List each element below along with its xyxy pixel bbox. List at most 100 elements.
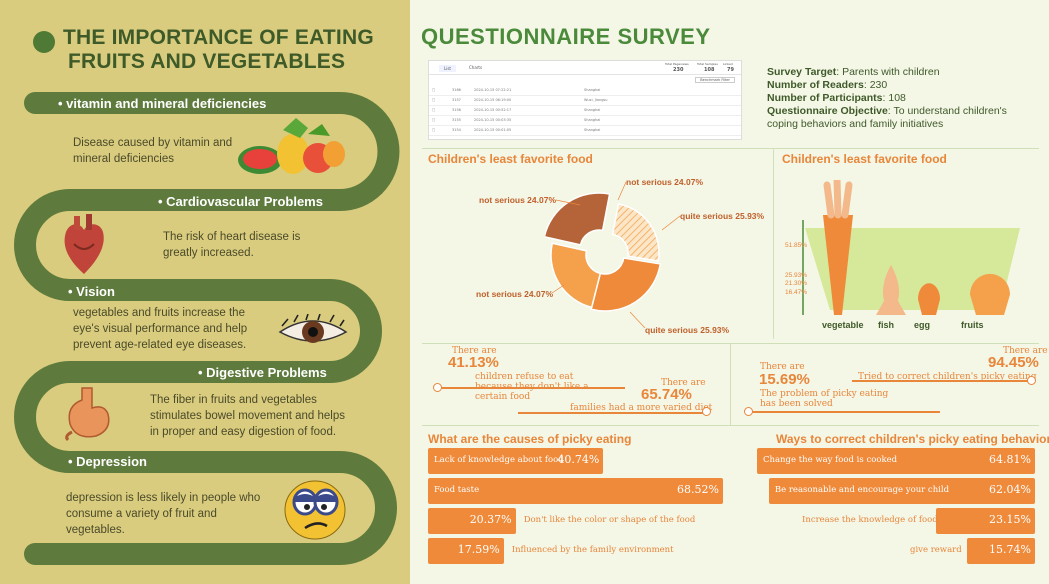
stat2-pct-1: 15.69% — [759, 371, 810, 388]
bar — [967, 538, 1035, 564]
stat2-pct-2: 94.45% — [988, 354, 1039, 371]
screenshot-filter-button[interactable]: Benchmark Filter — [695, 77, 735, 83]
screenshot-tab-list[interactable]: List — [439, 65, 456, 72]
table-cell: □ — [429, 125, 449, 136]
table-cell: Wuxi, Jiangsu — [581, 95, 741, 106]
section-heading-depression: • Depression — [68, 454, 147, 469]
section-text-depression: depression is less likely in people who … — [66, 492, 261, 536]
section-heading-cardiovascular: • Cardiovascular Problems — [158, 194, 323, 209]
survey-participants-value: : 108 — [882, 92, 906, 104]
veg-tick-4: 16.47% — [785, 289, 808, 296]
veg-bar-chart — [802, 180, 1020, 315]
screenshot-stat3-value: 79 — [727, 67, 734, 73]
bar-value-label: 20.37% — [469, 513, 512, 526]
stat1-line-1 — [435, 387, 625, 389]
table-cell: 2024-10-15 00:03:35 — [471, 115, 581, 126]
table-cell: Shanghai — [581, 125, 741, 136]
table-row[interactable]: □ 3166 2024-10-15 07:22:21 Shanghai — [429, 85, 741, 96]
stat1-pct-2: 65.74% — [641, 386, 692, 403]
veg-cat-vegetable: vegetable — [822, 320, 864, 330]
stomach-icon — [65, 387, 110, 442]
veg-leaf — [823, 181, 835, 219]
ways-title: Ways to correct children's picky eating … — [776, 432, 1049, 446]
bar-value-label: 23.15% — [989, 513, 1031, 526]
veg-cat-fish: fish — [878, 320, 895, 330]
pie-label-top-right: not serious 24.07% — [626, 177, 704, 187]
table-cell: 2024-10-15 07:22:21 — [471, 85, 581, 96]
bar — [428, 538, 504, 564]
bar-value-label: 15.74% — [989, 543, 1031, 556]
section-heading-vitamin: • vitamin and mineral deficiencies — [58, 96, 267, 111]
stat1-dot-2 — [702, 407, 711, 416]
stat2-there-are-2: There are — [1003, 346, 1048, 356]
veg-tick-2: 25.93% — [785, 272, 808, 279]
table-row[interactable]: □ 3157 2024-10-15 06:19:00 Wuxi, Jiangsu — [429, 95, 741, 106]
pie-slice — [611, 203, 660, 262]
table-cell: Shanghai — [581, 85, 741, 96]
divider-top — [422, 148, 1039, 149]
stat1-there-are-2: There are — [661, 378, 706, 388]
bar-category-label: Be reasonable and encourage your child — [774, 485, 950, 495]
divider-vertical-top — [773, 149, 774, 339]
bar-value-label: 40.74% — [557, 453, 600, 466]
pie-slice — [545, 192, 611, 246]
bar — [428, 478, 723, 504]
survey-participants-label: Number of Participants — [767, 92, 883, 104]
table-row[interactable]: □ 3156 2024-10-15 00:52:17 Shanghai — [429, 105, 741, 116]
stat1-there-are-1: There are — [452, 346, 497, 356]
screenshot-stat2-label: Total Samples — [697, 62, 718, 66]
bar-category-label: give reward — [910, 545, 962, 555]
right-panel: QUESTIONNAIRE SURVEY List Charts Total P… — [410, 0, 1049, 584]
pie-leader-lines — [551, 181, 681, 329]
divider-bottom — [422, 425, 1039, 426]
veg-cat-egg: egg — [914, 320, 931, 330]
survey-target-value: : Parents with children — [836, 66, 940, 78]
screenshot-tab-charts[interactable]: Charts — [469, 65, 483, 70]
screenshot-stat1-label: Total Pageviews — [665, 62, 689, 66]
fruits-icon — [238, 118, 345, 174]
bar — [935, 508, 1035, 534]
bar-category-label: Influenced by the family environment — [511, 545, 674, 555]
bar-value-label: 68.52% — [677, 483, 719, 496]
stat1-pct-1: 41.13% — [448, 354, 499, 371]
table-cell: 3156 — [449, 105, 471, 116]
table-cell: Shanghai — [581, 105, 741, 116]
eye-icon — [278, 314, 348, 343]
survey-title: QUESTIONNAIRE SURVEY — [421, 24, 711, 49]
table-cell: □ — [429, 105, 449, 116]
screenshot-stat2-value: 108 — [704, 67, 715, 73]
survey-screenshot: List Charts Total Pageviews 230 Total Sa… — [428, 60, 742, 140]
survey-objective-label: Questionnaire Objective — [767, 105, 888, 117]
title-bullet-icon — [33, 31, 55, 53]
stat1-dot-1 — [433, 383, 442, 392]
table-cell: 3155 — [449, 115, 471, 126]
pie-chart — [545, 192, 662, 312]
table-cell: 3157 — [449, 95, 471, 106]
screenshot-table: □ 3166 2024-10-15 07:22:21 Shanghai □ 3157 202… — [429, 85, 741, 136]
table-cell: 3166 — [449, 85, 471, 96]
veg-bar — [876, 264, 906, 315]
section-text-vision: vegetables and fruits increase the eye's… — [73, 307, 248, 351]
table-row[interactable]: □ 3154 2024-10-15 00:01:05 Shanghai — [429, 125, 741, 136]
bar-value-label: 17.59% — [457, 543, 500, 556]
table-row[interactable]: □ 3155 2024-10-15 00:03:35 Shanghai — [429, 115, 741, 126]
veg-cat-fruits: fruits — [961, 320, 984, 330]
bar-value-label: 64.81% — [989, 453, 1031, 466]
bar-category-label: Lack of knowledge about food — [434, 455, 564, 465]
heart-icon — [64, 214, 104, 274]
survey-objective-value: : To understand children's coping behavi… — [767, 105, 1007, 130]
veg-leaf — [833, 180, 842, 219]
veg-bar — [970, 273, 1010, 315]
left-title-line2: FRUITS AND VEGETABLES — [68, 50, 346, 73]
bar-category-label: Increase the knowledge of food — [802, 515, 938, 525]
section-text-vitamin: Disease caused by vitamin and mineral de… — [73, 137, 233, 165]
screenshot-stat1-value: 230 — [673, 67, 684, 73]
divider-vertical-mid — [730, 343, 731, 425]
left-panel: THE IMPORTANCE OF EATING FRUITS AND VEGE… — [0, 0, 410, 584]
veg-tick-1: 51.85% — [785, 242, 808, 249]
table-cell: Shanghai — [581, 115, 741, 126]
veg-bar — [823, 215, 853, 315]
screenshot-stat3-label: Linked — [723, 62, 733, 66]
bar-category-label: Change the way food is cooked — [763, 455, 898, 465]
veg-tick-3: 21.30% — [785, 280, 808, 287]
